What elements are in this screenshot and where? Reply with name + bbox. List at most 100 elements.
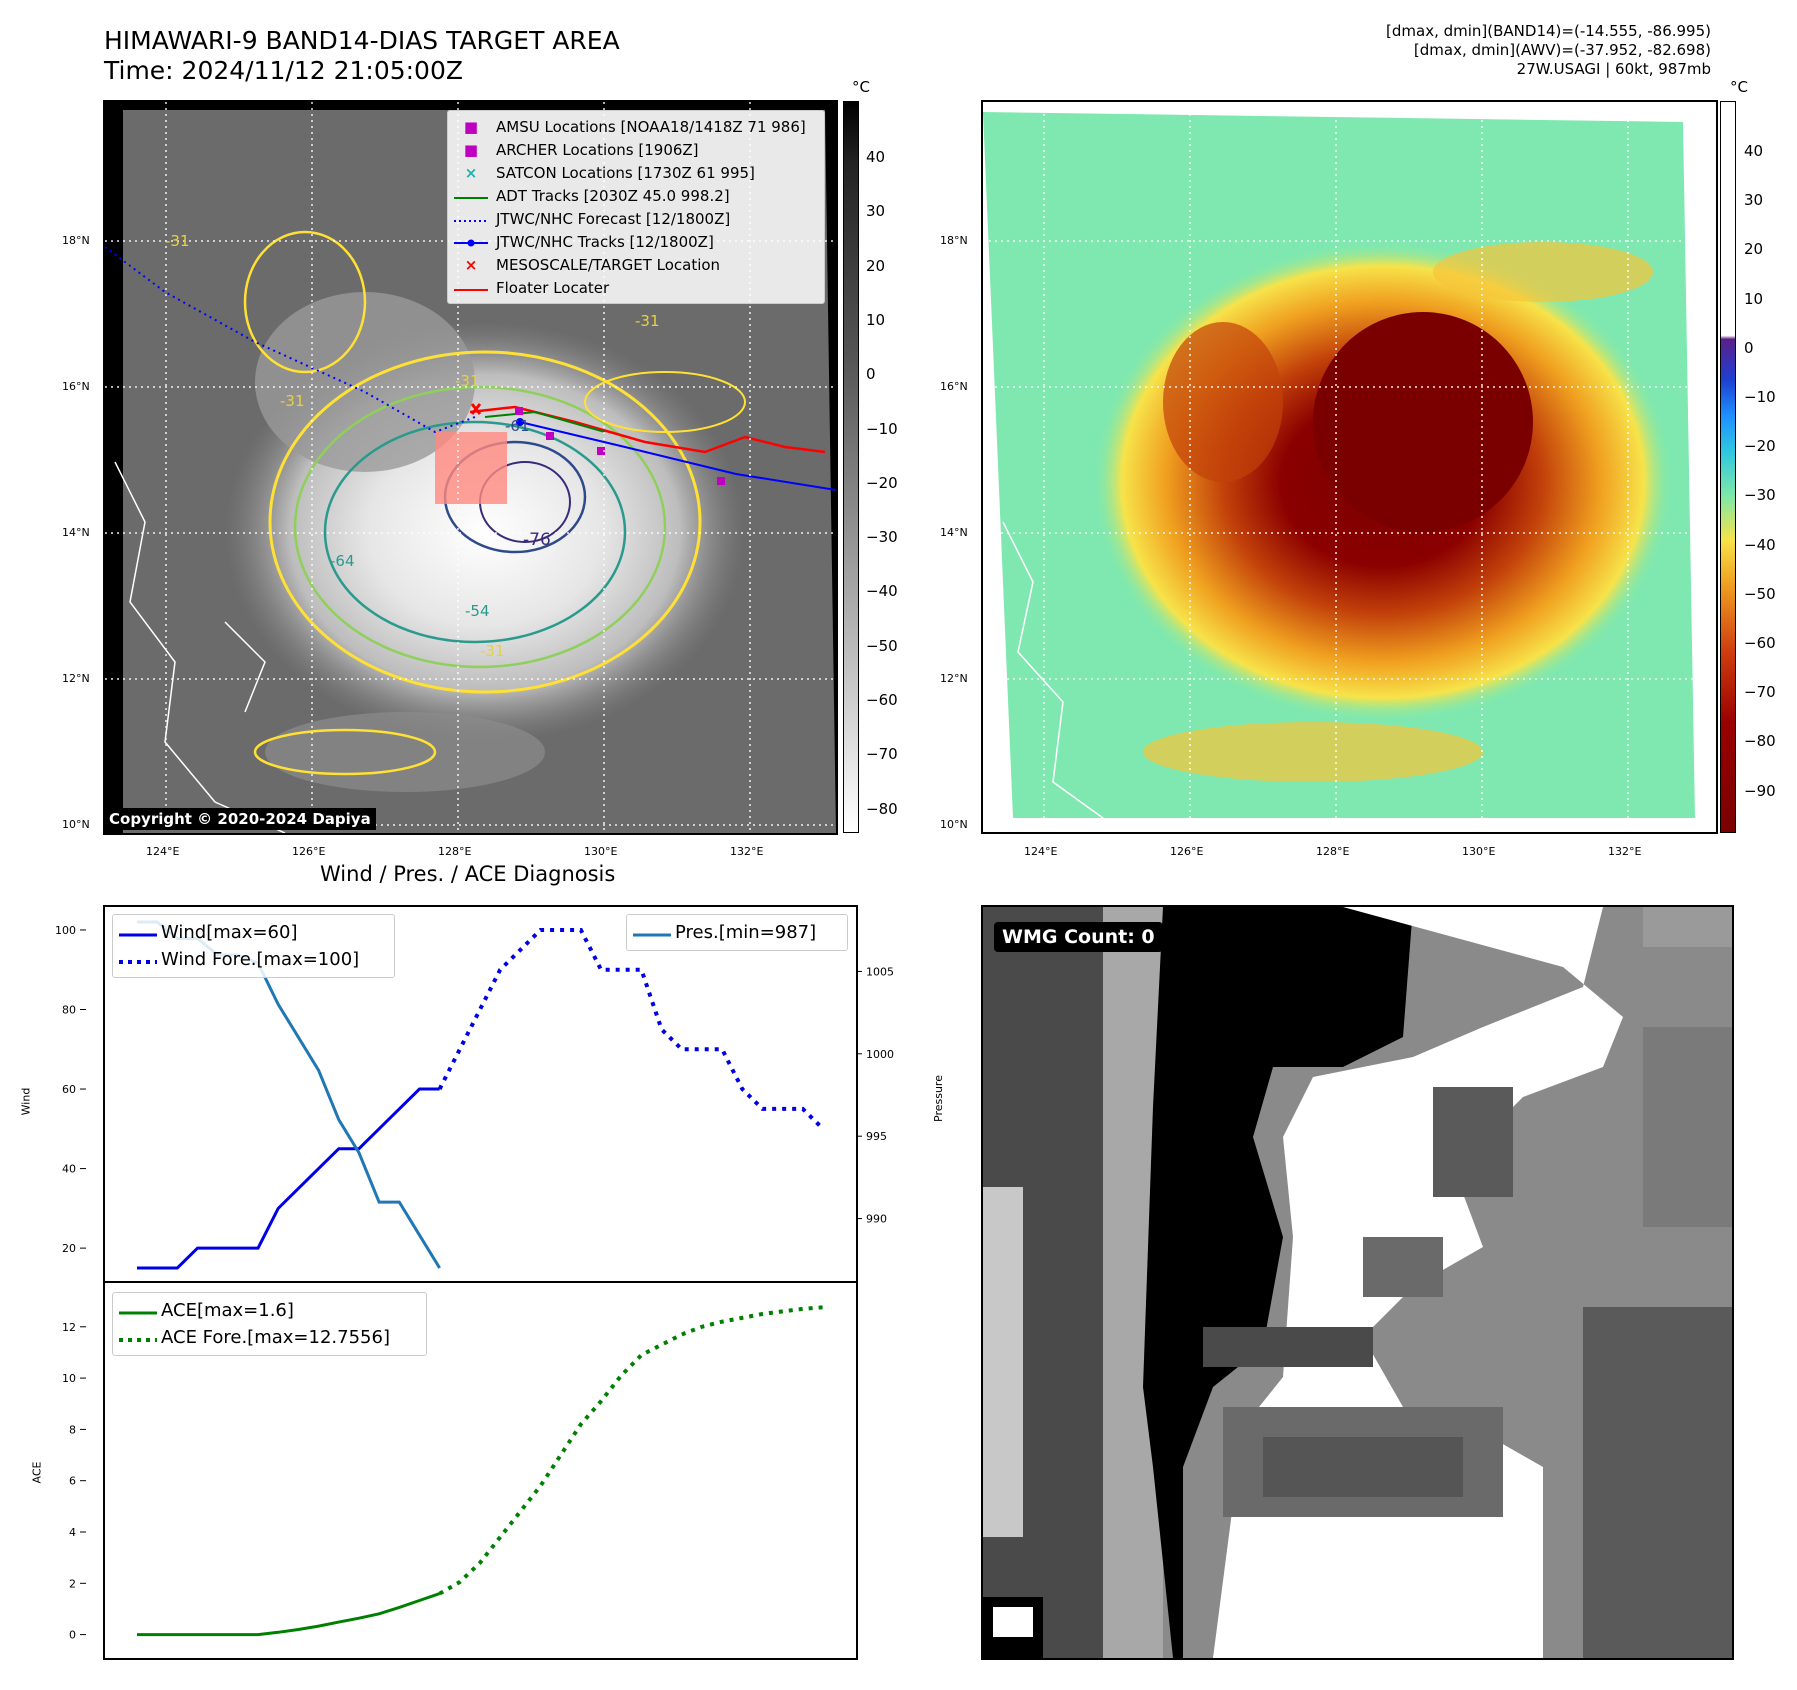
wind-legend: Wind[max=60] Wind Fore.[max=100] <box>112 914 395 978</box>
legend-label: ACE Fore.[max=12.7556] <box>161 1326 390 1348</box>
wind-tick: 60 <box>62 1083 76 1096</box>
colorbar-tick: −40 <box>1744 535 1776 554</box>
lat-tick: 12°N <box>940 672 968 685</box>
legend-label: MESOSCALE/TARGET Location <box>496 255 721 274</box>
ace-chart <box>103 1281 858 1660</box>
ir-color-map <box>981 100 1718 834</box>
ir-color-image <box>983 102 1716 832</box>
contour-label: -76 <box>523 530 551 550</box>
colorbar-left <box>843 101 859 833</box>
contour-label: -31 <box>455 372 480 390</box>
legend-item: ■ AMSU Locations [NOAA18/1418Z 71 986] <box>454 115 818 138</box>
colorbar-tick: 0 <box>866 365 876 384</box>
time-text: Time: 2024/11/12 21:05:00Z <box>104 56 463 85</box>
colorbar-tick: 20 <box>1744 240 1764 259</box>
lon-tick: 132°E <box>730 845 764 858</box>
lon-tick: 128°E <box>1316 845 1350 858</box>
colorbar-tick: −70 <box>866 745 898 764</box>
colorbar-tick: −20 <box>1744 437 1776 456</box>
solid-line-icon <box>119 1300 157 1322</box>
colorbar-tick: 40 <box>1744 142 1764 160</box>
wmg-map <box>981 905 1734 1660</box>
wind-tick: 20 <box>62 1242 76 1255</box>
legend-item: × SATCON Locations [1730Z 61 995] <box>454 161 818 184</box>
legend-label: ADT Tracks [2030Z 45.0 998.2] <box>496 186 730 205</box>
colorbar-tick: −70 <box>1744 683 1776 702</box>
ace-tick: 8 <box>69 1423 76 1436</box>
dotted-line-icon <box>119 1327 157 1349</box>
wind-axis-label: Wind <box>19 1087 33 1116</box>
colorbar-tick: 30 <box>866 202 886 221</box>
line-dot-icon <box>454 231 488 253</box>
legend-item: Wind[max=60] <box>119 919 388 946</box>
dotted-line-icon <box>119 947 157 973</box>
ir-grayscale-map: -31 -31 -31 -31 -31 -54 -64 -61 -76 ■ AMS… <box>103 100 838 835</box>
solid-line-icon <box>454 185 488 207</box>
pressure-tick: 1000 <box>866 1048 894 1061</box>
pressure-axis-label: Pressure <box>931 1075 945 1122</box>
copyright-badge: Copyright © 2020-2024 Dapiya <box>104 808 376 830</box>
colorbar-tick: −30 <box>1744 486 1776 505</box>
contour-label: -54 <box>465 602 490 620</box>
lat-tick: 10°N <box>940 818 968 831</box>
legend-item: ACE[max=1.6] <box>119 1297 420 1324</box>
pressure-tick: 1005 <box>866 965 894 978</box>
stats-block: [dmax, dmin](BAND14)=(-14.555, -86.995) … <box>1386 22 1711 79</box>
contour-label: -64 <box>330 552 355 570</box>
colorbar-tick: −20 <box>866 473 898 492</box>
square-marker-icon: ■ <box>463 140 479 159</box>
colorbar-tick: 0 <box>1744 338 1754 357</box>
contour-label: -61 <box>505 417 530 435</box>
wmg-image <box>983 907 1732 1658</box>
ace-tick: 10 <box>62 1372 76 1385</box>
ace-tick: 0 <box>69 1629 76 1642</box>
wind-tick: 80 <box>62 1003 76 1016</box>
lat-tick: 18°N <box>940 234 968 247</box>
colorbar-tick: −60 <box>1744 634 1776 652</box>
legend-label: ACE[max=1.6] <box>161 1299 294 1321</box>
solid-line-icon <box>633 922 671 944</box>
lon-tick: 126°E <box>292 845 326 858</box>
band14-range: [dmax, dmin](BAND14)=(-14.555, -86.995) <box>1386 22 1711 40</box>
legend-item: × MESOSCALE/TARGET Location <box>454 253 818 276</box>
colorbar-tick: −60 <box>866 691 898 709</box>
legend-label: AMSU Locations [NOAA18/1418Z 71 986] <box>496 117 806 136</box>
lat-tick: 10°N <box>62 818 90 831</box>
lon-tick: 132°E <box>1608 845 1642 858</box>
legend-item: JTWC/NHC Tracks [12/1800Z] <box>454 230 818 253</box>
dotted-line-icon <box>454 208 488 230</box>
title-text: HIMAWARI-9 BAND14-DIAS TARGET AREA <box>104 26 620 55</box>
legend-item: JTWC/NHC Forecast [12/1800Z] <box>454 207 818 230</box>
x-marker-icon: × <box>464 255 478 274</box>
legend-label: JTWC/NHC Tracks [12/1800Z] <box>496 232 714 251</box>
wmg-count-badge: WMG Count: 0 <box>994 922 1163 952</box>
legend-item: ADT Tracks [2030Z 45.0 998.2] <box>454 184 818 207</box>
ace-tick: 4 <box>69 1526 76 1539</box>
colorbar-tick: 10 <box>866 310 886 329</box>
figure-title: HIMAWARI-9 BAND14-DIAS TARGET AREA Time: … <box>104 26 620 86</box>
ace-tick: 6 <box>69 1475 76 1488</box>
wind-tick: 100 <box>55 924 76 937</box>
lat-tick: 18°N <box>62 234 90 247</box>
lat-tick: 14°N <box>62 526 90 539</box>
colorbar-tick: 20 <box>866 256 886 275</box>
legend-label: JTWC/NHC Forecast [12/1800Z] <box>496 209 731 228</box>
colorbar-tick: −80 <box>1744 732 1776 751</box>
lat-tick: 14°N <box>940 526 968 539</box>
ace-legend: ACE[max=1.6] ACE Fore.[max=12.7556] <box>112 1292 427 1356</box>
legend-label: Wind[max=60] <box>161 921 298 943</box>
legend-item: Floater Locater <box>454 276 818 299</box>
lon-tick: 128°E <box>438 845 472 858</box>
legend-label: Wind Fore.[max=100] <box>161 948 360 970</box>
colorbar-tick: −40 <box>866 582 898 601</box>
colorbar-tick: −50 <box>866 636 898 655</box>
contour-label: -31 <box>165 232 190 250</box>
legend-item: Wind Fore.[max=100] <box>119 946 388 973</box>
legend-label: ARCHER Locations [1906Z] <box>496 140 699 159</box>
lon-tick: 124°E <box>1024 845 1058 858</box>
contour-label: -31 <box>480 642 505 660</box>
colorbar-right <box>1720 101 1736 833</box>
legend-item: Pres.[min=987] <box>633 919 841 946</box>
legend-item: ACE Fore.[max=12.7556] <box>119 1324 420 1351</box>
legend-label: SATCON Locations [1730Z 61 995] <box>496 163 755 182</box>
